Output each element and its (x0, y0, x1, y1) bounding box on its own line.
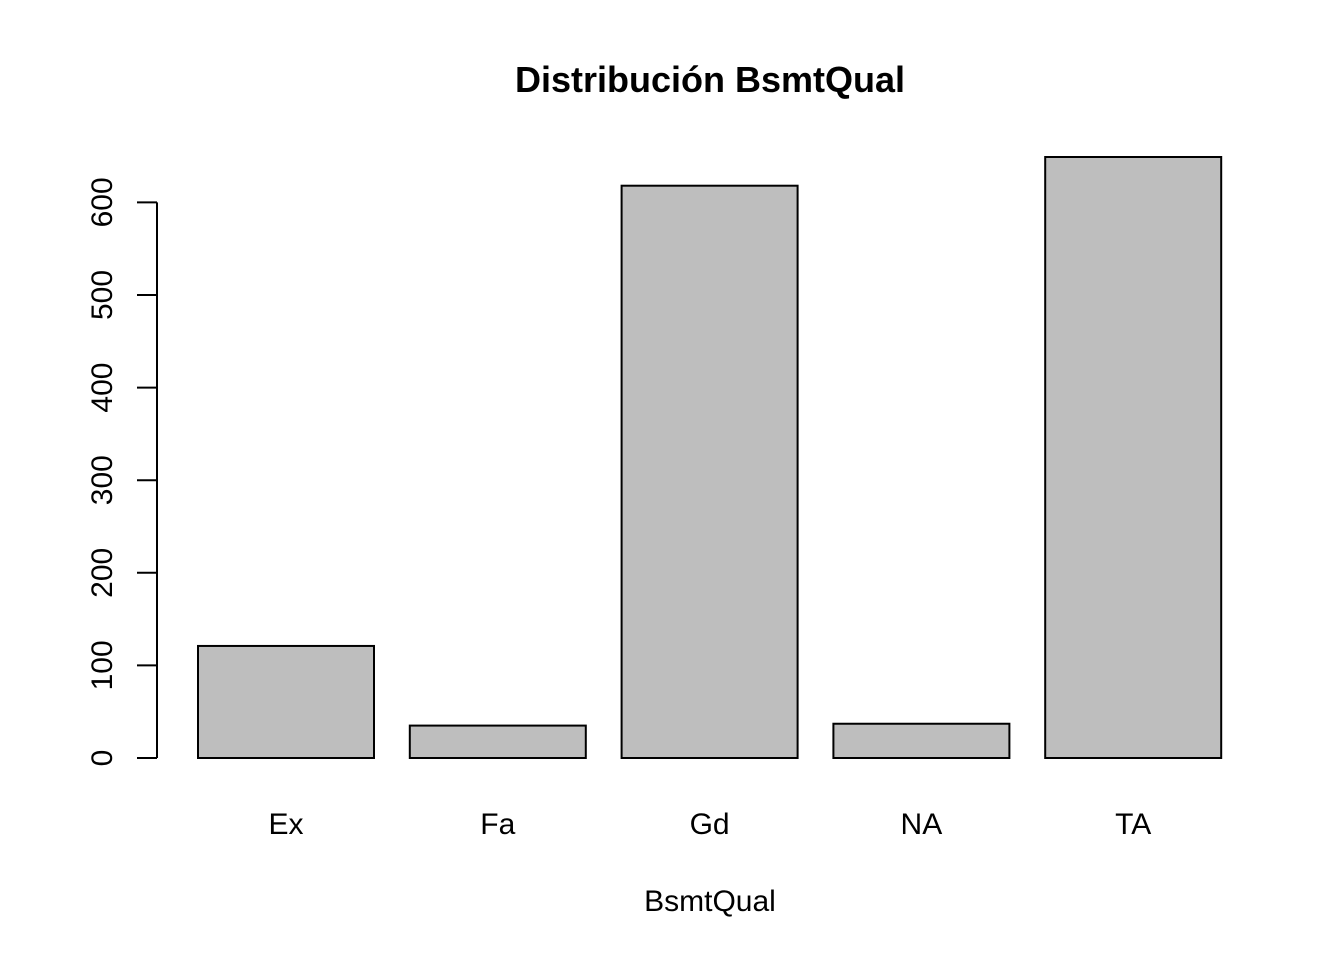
bar-gd (620, 184, 799, 760)
x-tick-label: Gd (690, 808, 730, 841)
bar-ex (197, 644, 375, 760)
y-tick-label: 200 (86, 548, 119, 598)
x-tick-label: Fa (480, 808, 515, 841)
y-tick-label: 0 (86, 750, 119, 767)
x-tick-label: Ex (268, 808, 303, 841)
bar-na (832, 722, 1011, 759)
y-tick-label: 300 (86, 455, 119, 505)
x-tick-label: NA (901, 808, 943, 841)
chart-title: Distribución BsmtQual (515, 59, 905, 100)
y-tick-label: 500 (86, 270, 119, 320)
y-tick-label: 400 (86, 363, 119, 413)
y-tick-label: 600 (86, 177, 119, 227)
bars-group (197, 156, 1223, 760)
x-tick-labels: Ex Fa Gd NA TA (268, 808, 1151, 841)
x-axis-label: BsmtQual (644, 885, 776, 918)
bar-ta (1044, 156, 1223, 759)
bar-fa (408, 724, 587, 760)
y-tick-label: 100 (86, 640, 119, 690)
y-axis: 0 100 200 300 400 500 600 (86, 177, 158, 767)
x-tick-label: TA (1115, 808, 1151, 841)
